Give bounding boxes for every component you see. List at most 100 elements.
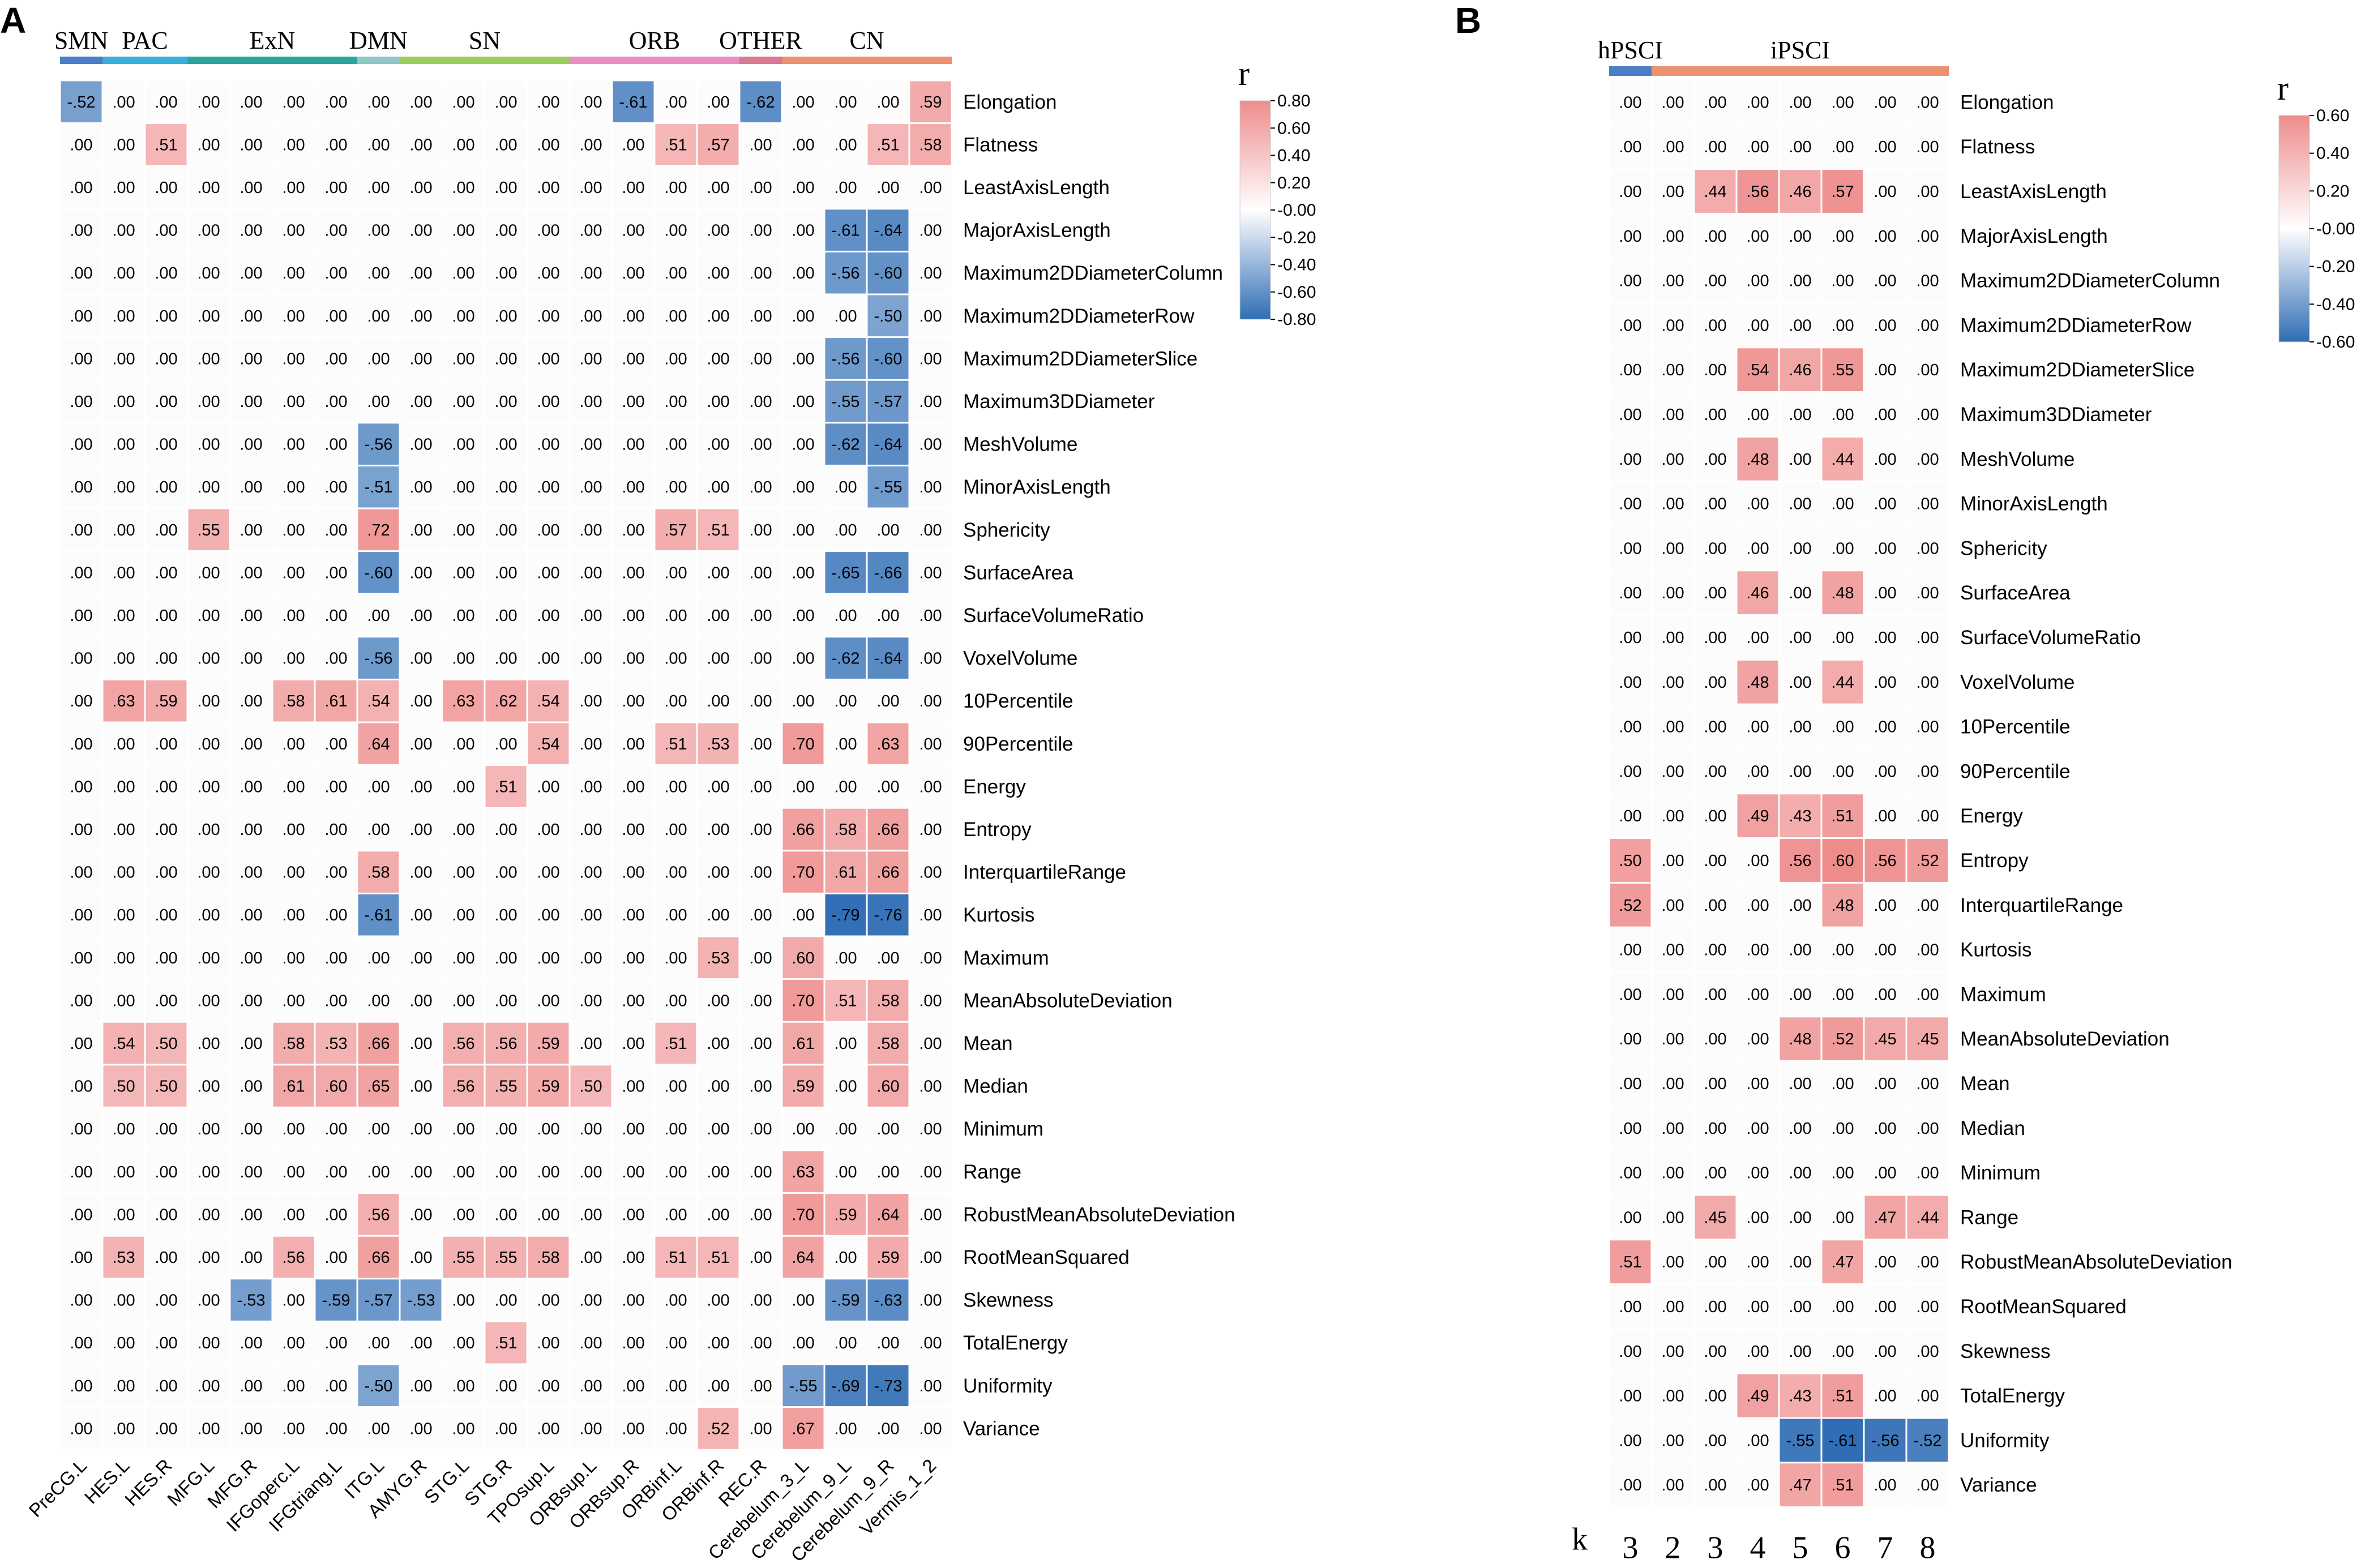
cell-value: .00 [1619,1075,1641,1093]
colorbar-tick-label: -0.40 [2316,295,2355,314]
cell-value: .00 [1661,138,1684,156]
cell-value: .00 [324,1120,347,1138]
cell-value: .00 [367,992,390,1010]
heatmap-cell [358,1408,399,1449]
cell-value: .00 [579,393,602,411]
heatmap-cell [315,209,357,251]
cell-value: .00 [707,93,729,112]
heatmap-cell [103,594,144,636]
heatmap-cell [103,338,144,379]
heatmap-cell [61,1151,102,1193]
cell-value: .00 [537,992,559,1010]
cell-value: .00 [452,222,474,240]
cell-value: .00 [197,136,220,154]
heatmap-cell [1610,1151,1651,1194]
cell-value: .00 [749,1206,772,1224]
cell-value: .00 [707,1206,729,1224]
heatmap-cell [1695,616,1736,659]
heatmap-cell [230,1322,272,1364]
cell-value: .00 [1619,1387,1641,1406]
cell-value: .00 [1916,897,1939,915]
heatmap-cell [740,680,781,722]
heatmap-cell [1737,1419,1778,1462]
heatmap-cell [230,851,272,893]
heatmap-cell [740,423,781,465]
cell-value: .49 [1746,1387,1769,1406]
cell-value: .00 [1704,272,1726,290]
cell-value: .00 [282,136,305,154]
cell-value: .00 [324,1420,347,1438]
heatmap-cell [1737,1463,1778,1507]
heatmap-cell [655,423,696,465]
cell-value: .00 [367,93,390,112]
cell-value: .00 [70,307,92,325]
cell-value: .70 [792,735,814,753]
heatmap-cell [740,380,781,422]
colorbar-title: r [2277,70,2289,107]
cell-value: .00 [452,136,474,154]
row-label: MinorAxisLength [1960,493,2108,515]
heatmap-cell [528,380,569,422]
heatmap-cell [103,380,144,422]
cell-value: .00 [1789,228,1811,246]
heatmap-cell [146,209,187,251]
cell-value: .00 [197,992,220,1010]
cell-value: .00 [537,521,559,539]
cell-value: .00 [409,179,432,197]
row-label: Sphericity [963,519,1050,541]
heatmap-cell [103,209,144,251]
heatmap-cell [273,252,314,294]
cell-value: .45 [1704,1209,1726,1227]
cell-value: .00 [707,222,729,240]
heatmap-cell [698,209,739,251]
cell-value: .51 [494,1334,517,1352]
cell-value: .51 [1831,1387,1854,1406]
cell-value: -.79 [832,906,860,924]
heatmap-cell [528,1194,569,1235]
heatmap-cell [1737,794,1778,838]
heatmap-cell [1737,393,1778,436]
heatmap-cell [1737,214,1778,258]
heatmap-cell [782,423,824,465]
heatmap-cell [1610,303,1651,347]
heatmap-cell [443,423,484,465]
heatmap-cell [867,1236,909,1278]
heatmap-cell [867,252,909,294]
heatmap-cell [740,1065,781,1107]
cell-value: .00 [1874,1298,1896,1316]
cell-value: .00 [1704,1164,1726,1183]
heatmap-cell [655,1236,696,1278]
cell-value: .00 [664,307,687,325]
heatmap-cell [1695,1240,1736,1284]
cell-value: .00 [622,393,644,411]
heatmap-cell [1610,259,1651,302]
heatmap-cell [1737,259,1778,302]
cell-value: .00 [834,1035,857,1053]
heatmap-cell [1780,1463,1821,1507]
cell-value: .00 [1789,674,1811,692]
heatmap-cell [825,1322,866,1364]
heatmap-cell [61,252,102,294]
cell-value: .00 [579,992,602,1010]
cell-value: .00 [1874,272,1896,290]
heatmap-cell [188,423,229,465]
cell-value: .00 [707,906,729,924]
heatmap-cell [273,1022,314,1064]
heatmap-cell [1780,1196,1821,1239]
heatmap-cell [528,295,569,337]
heatmap-cell [655,81,696,123]
heatmap-cell [188,252,229,294]
cell-value: .00 [1916,228,1939,246]
cell-value: .00 [282,307,305,325]
cell-value: .00 [876,179,899,197]
heatmap-cell [400,1108,442,1150]
heatmap-cell [698,552,739,593]
cell-value: .00 [792,607,814,625]
cell-value: .00 [1619,1030,1641,1048]
heatmap-cell [613,766,654,807]
cell-value: .00 [749,821,772,839]
row-label: Mean [1960,1073,2010,1095]
cell-value: .00 [282,93,305,112]
heatmap-cell [443,1365,484,1407]
heatmap-cell [867,552,909,593]
